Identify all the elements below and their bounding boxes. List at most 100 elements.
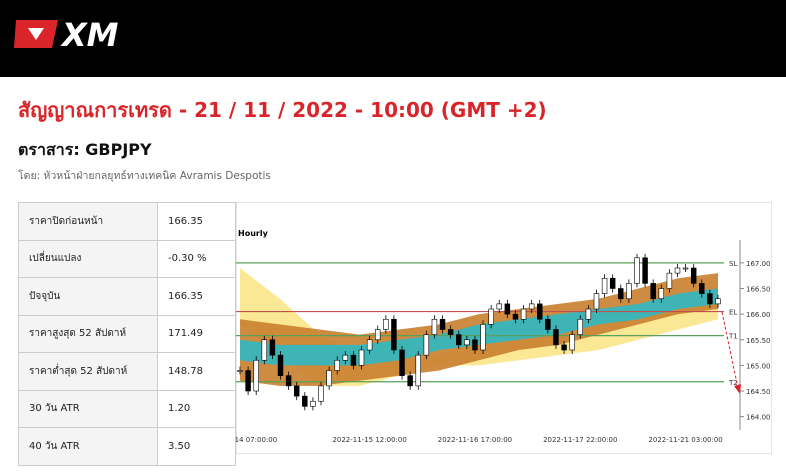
- candle: [609, 277, 616, 289]
- candle: [391, 318, 397, 351]
- candle: [634, 257, 640, 284]
- candle: [326, 370, 332, 387]
- candle: [383, 318, 389, 330]
- candle: [650, 283, 656, 300]
- candle: [374, 329, 381, 341]
- candle: [577, 318, 584, 335]
- x-tick-label: 2022-11-15 12:00:00: [332, 436, 406, 444]
- candle: [253, 359, 259, 392]
- table-row: ราคาปิดก่อนหน้า 166.35: [18, 202, 236, 241]
- cell-value: 166.35: [157, 277, 236, 316]
- candle: [342, 354, 349, 361]
- cell-value: 171.49: [157, 314, 236, 353]
- cell-value: 3.50: [157, 427, 236, 466]
- candle: [626, 283, 632, 300]
- y-tick-label: 164.00: [746, 414, 771, 422]
- candle: [561, 344, 567, 351]
- x-tick-label: 2022-11-14 07:00:00: [236, 436, 277, 444]
- level-label: T1: [728, 333, 738, 341]
- author: โดย: หัวหน้าฝ่ายกลยุทธ์ทางเทคนิค Avramis…: [18, 170, 271, 182]
- forecast-arrow: [721, 311, 739, 389]
- x-tick-label: 2022-11-21 03:00:00: [648, 436, 722, 444]
- y-tick-label: 165.50: [746, 337, 771, 345]
- y-tick-label: 166.50: [746, 286, 771, 294]
- candle: [512, 313, 519, 320]
- table-row: ราคาต่ำสุด 52 สัปดาห์ 148.78: [18, 352, 236, 391]
- y-tick-label: 164.50: [746, 388, 771, 396]
- table-row: ราคาสูงสุด 52 สัปดาห์ 171.49: [18, 314, 236, 353]
- candle: [334, 359, 340, 371]
- table-row: ปัจจุบัน 166.35: [18, 277, 236, 316]
- candle: [472, 339, 478, 351]
- candle: [690, 267, 697, 284]
- candle: [358, 349, 365, 366]
- candle: [302, 395, 308, 407]
- candle: [439, 318, 446, 330]
- candle: [674, 267, 681, 274]
- chart-title: Hourly: [238, 229, 269, 238]
- candle: [569, 334, 575, 351]
- y-tick-label: 166.00: [746, 311, 771, 319]
- cell-label: 30 วัน ATR: [18, 389, 158, 428]
- candle: [682, 267, 689, 270]
- candle: [593, 293, 600, 310]
- arrow-head: [734, 384, 741, 394]
- candle: [545, 318, 551, 330]
- level-label: EL: [729, 309, 737, 317]
- cell-label: 40 วัน ATR: [18, 427, 158, 466]
- cell-value: 148.78: [157, 352, 236, 391]
- candle: [277, 354, 284, 376]
- info-table: ราคาปิดก่อนหน้า 166.35 เปลี่ยนแปลง -0.30 % ป…: [18, 202, 236, 466]
- candle: [269, 339, 276, 356]
- cell-value: -0.30 %: [157, 239, 236, 278]
- cell-label: ราคาต่ำสุด 52 สัปดาห์: [18, 352, 158, 391]
- candle: [480, 324, 486, 351]
- candle: [447, 329, 454, 335]
- header: XM: [0, 0, 786, 77]
- table-row: 30 วัน ATR 1.20: [18, 389, 236, 428]
- candle: [496, 303, 502, 310]
- candle: [601, 277, 608, 294]
- candle: [293, 385, 300, 397]
- candle: [488, 308, 494, 325]
- candle: [707, 293, 713, 305]
- chart: Hourly 167.00 166.50 166.00 165.50 165.00 164…: [236, 202, 772, 454]
- candle: [618, 288, 624, 300]
- candle: [666, 272, 673, 289]
- candle: [245, 370, 251, 392]
- candle: [366, 339, 373, 351]
- cell-value: 1.20: [157, 389, 236, 428]
- candle: [715, 298, 721, 305]
- candle: [423, 334, 430, 356]
- cell-value: 166.35: [157, 202, 236, 241]
- instrument: ตราสาร: GBPJPY: [18, 140, 152, 159]
- candle: [310, 400, 316, 407]
- candle: [642, 257, 648, 284]
- candle: [658, 288, 665, 300]
- candle: [415, 354, 421, 387]
- cell-label: ราคาปิดก่อนหน้า: [18, 202, 158, 241]
- cell-label: ราคาสูงสุด 52 สัปดาห์: [18, 314, 158, 353]
- y-tick-label: 167.00: [746, 260, 771, 268]
- band: [240, 288, 718, 366]
- candle: [237, 370, 243, 372]
- level-label: SL: [729, 260, 737, 268]
- logo: XM: [14, 16, 119, 54]
- level-label: T2: [728, 379, 738, 387]
- candle: [399, 349, 405, 376]
- candle: [585, 308, 592, 320]
- candle: [520, 308, 527, 320]
- candle: [350, 354, 357, 366]
- title: สัญญาณการเทรด - 21 / 11 / 2022 - 10:00 (…: [18, 98, 547, 122]
- candle: [553, 329, 559, 346]
- x-tick-label: 2022-11-17 22:00:00: [543, 436, 617, 444]
- cell-label: ปัจจุบัน: [18, 277, 158, 316]
- cell-label: เปลี่ยนแปลง: [18, 239, 158, 278]
- candle: [456, 334, 462, 346]
- candle: [699, 283, 705, 294]
- x-tick-label: 2022-11-16 17:00:00: [438, 436, 512, 444]
- table-row: เปลี่ยนแปลง -0.30 %: [18, 239, 236, 278]
- candle: [537, 303, 543, 320]
- candle: [528, 303, 535, 310]
